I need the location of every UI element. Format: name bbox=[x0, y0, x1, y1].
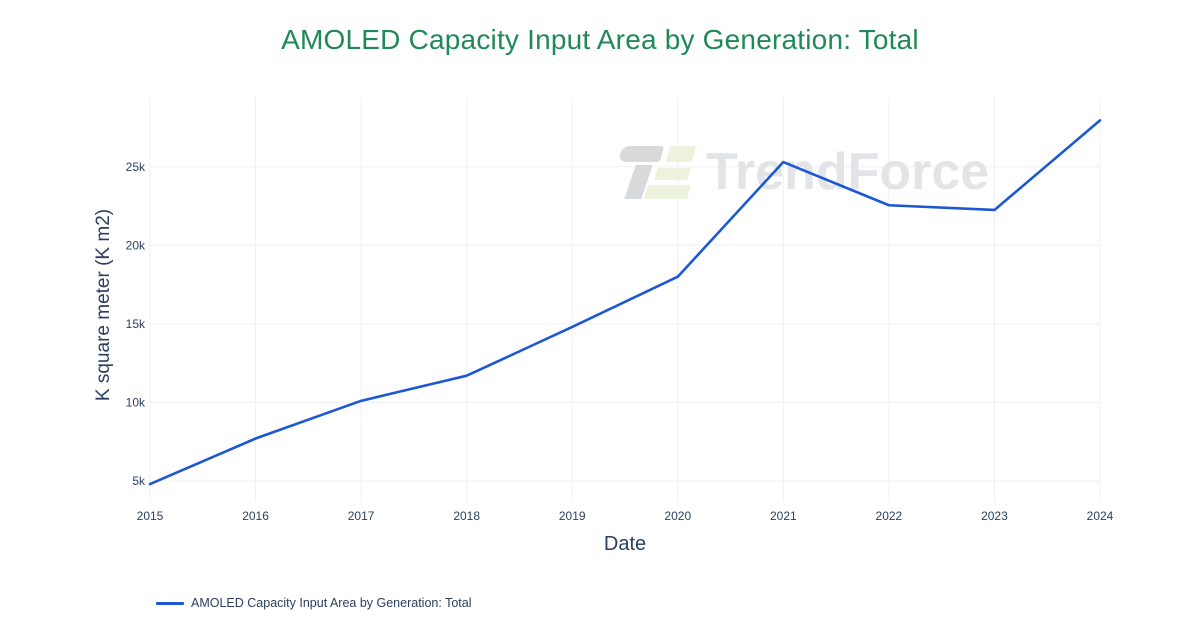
x-tick-label-2018: 2018 bbox=[453, 509, 480, 523]
x-tick-label-2019: 2019 bbox=[559, 509, 586, 523]
legend-label: AMOLED Capacity Input Area by Generation… bbox=[191, 596, 472, 610]
y-tick-label-10k: 10k bbox=[126, 395, 146, 409]
legend-line-swatch bbox=[156, 601, 184, 605]
legend-item[interactable]: AMOLED Capacity Input Area by Generation… bbox=[156, 596, 471, 610]
y-tick-label-15k: 15k bbox=[126, 317, 146, 331]
x-axis-title: Date bbox=[603, 533, 647, 555]
series-line[interactable] bbox=[148, 119, 1102, 486]
x-tick-label-2022: 2022 bbox=[876, 509, 903, 523]
x-tick-label-2016: 2016 bbox=[242, 509, 269, 523]
y-tick-label-20k: 20k bbox=[126, 238, 146, 252]
chart-title: AMOLED Capacity Input Area by Generation… bbox=[281, 24, 919, 55]
x-tick-label-2017: 2017 bbox=[348, 509, 375, 523]
y-axis-title: K square meter (K m2) bbox=[93, 208, 114, 402]
x-tick-label-2020: 2020 bbox=[664, 509, 691, 523]
y-tick-label-25k: 25k bbox=[126, 160, 146, 174]
x-tick-label-2024: 2024 bbox=[1087, 509, 1114, 523]
x-tick-label-2021: 2021 bbox=[770, 509, 797, 523]
plot-area[interactable] bbox=[150, 97, 1100, 502]
x-tick-label-2023: 2023 bbox=[981, 509, 1008, 523]
x-tick-label-2015: 2015 bbox=[137, 509, 164, 523]
y-tick-label-5k: 5k bbox=[132, 474, 146, 488]
